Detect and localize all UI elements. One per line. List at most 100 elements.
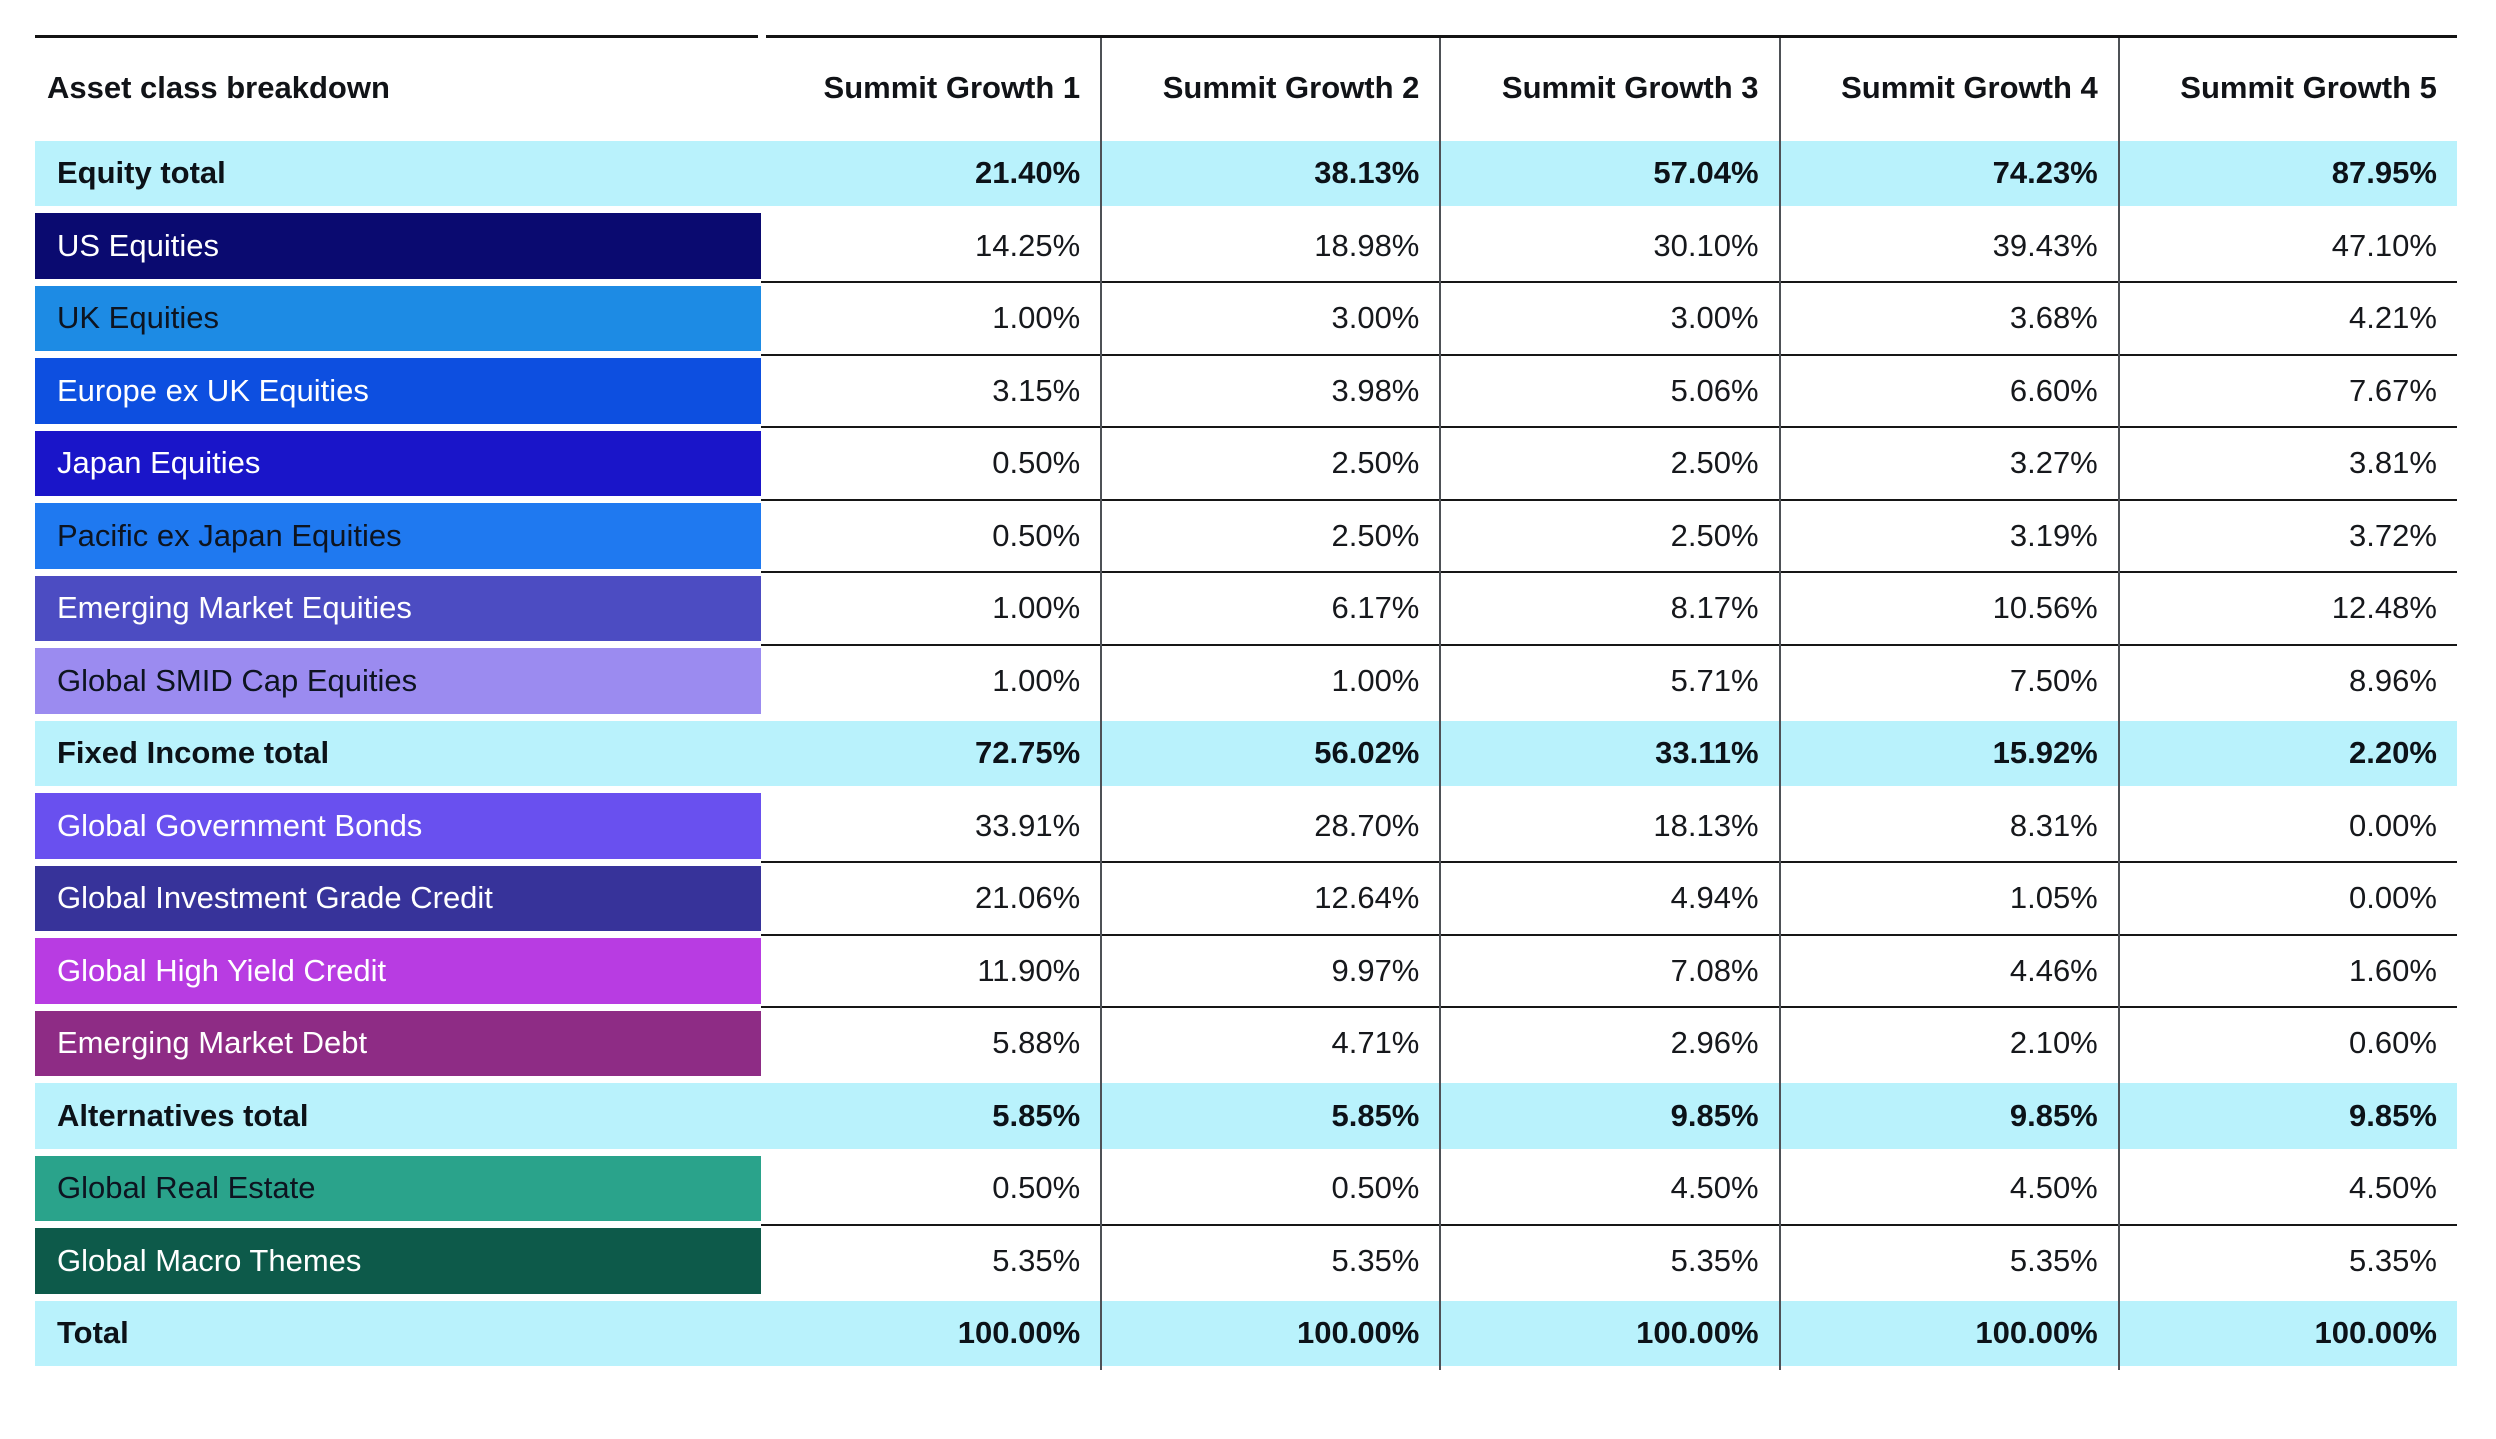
table-row: Global Real Estate 0.50% 0.50% 4.50% 4.50% 4.…: [35, 1152, 2457, 1225]
row-label-cell: Fixed Income total: [35, 717, 761, 790]
value-cell: 28.70%: [1100, 790, 1439, 863]
row-label-cell: Global Real Estate: [35, 1152, 761, 1225]
value-cell: 12.48%: [2118, 572, 2457, 645]
value-cell: 1.05%: [1779, 862, 2118, 935]
value: 2.50%: [1331, 517, 1420, 553]
table-row: Europe ex UK Equities 3.15% 3.98% 5.06% 6.60…: [35, 355, 2457, 428]
row-label: US Equities: [35, 213, 761, 279]
value-cell: 15.92%: [1778, 717, 2118, 790]
value-cell: 74.23%: [1778, 137, 2118, 210]
value-cell: 5.35%: [1439, 1225, 1778, 1298]
row-label: Europe ex UK Equities: [35, 358, 761, 424]
value: 18.98%: [1314, 227, 1420, 263]
value-cell: 5.85%: [1100, 1080, 1440, 1153]
row-label: Total: [35, 1300, 761, 1366]
value: 1.00%: [992, 300, 1081, 336]
value-cell: 2.96%: [1439, 1007, 1778, 1080]
value: 0.00%: [2349, 880, 2437, 916]
value: 2.50%: [1670, 445, 1759, 481]
table-row: Total 100.00% 100.00% 100.00% 100.00% 100.00%: [35, 1297, 2457, 1370]
value: 0.60%: [2349, 1025, 2437, 1061]
value-cell: 39.43%: [1779, 210, 2118, 283]
table-row: Global SMID Cap Equities 1.00% 1.00% 5.71% 7…: [35, 645, 2457, 718]
value: 0.50%: [1331, 1170, 1420, 1206]
row-label-cell: Global Macro Themes: [35, 1225, 761, 1298]
header-row: Asset class breakdown Summit Growth 1 Sum…: [35, 35, 2457, 137]
value-cell: 47.10%: [2118, 210, 2457, 283]
table-row: Global Government Bonds 33.91% 28.70% 18.13…: [35, 790, 2457, 863]
value: 14.25%: [975, 227, 1081, 263]
value: 72.75%: [761, 720, 1101, 786]
value-cell: 2.10%: [1779, 1007, 2118, 1080]
row-label-cell: UK Equities: [35, 282, 761, 355]
value: 30.10%: [1653, 227, 1759, 263]
row-label: Pacific ex Japan Equities: [35, 503, 761, 569]
value-cell: 1.00%: [761, 645, 1100, 718]
value-cell: 5.35%: [1100, 1225, 1439, 1298]
value: 1.00%: [992, 590, 1081, 626]
value: 12.64%: [1314, 880, 1420, 916]
value-cell: 21.40%: [761, 137, 1101, 210]
value: 21.06%: [975, 880, 1081, 916]
value: 87.95%: [2117, 140, 2457, 206]
row-label-cell: Alternatives total: [35, 1080, 761, 1153]
value: 12.48%: [2331, 590, 2437, 626]
row-label-cell: Emerging Market Debt: [35, 1007, 761, 1080]
value: 5.35%: [2349, 1242, 2437, 1278]
table-row: Pacific ex Japan Equities 0.50% 2.50% 2.50%…: [35, 500, 2457, 573]
row-label: Alternatives total: [35, 1083, 761, 1149]
value-cell: 5.35%: [761, 1225, 1100, 1298]
value-cell: 3.15%: [761, 355, 1100, 428]
value: 5.35%: [1331, 1242, 1420, 1278]
value-cell: 0.00%: [2118, 790, 2457, 863]
table-row: Global Investment Grade Credit 21.06% 12.6…: [35, 862, 2457, 935]
table-row: Global High Yield Credit 11.90% 9.97% 7.08%…: [35, 935, 2457, 1008]
value-cell: 12.64%: [1100, 862, 1439, 935]
row-label-cell: Equity total: [35, 137, 761, 210]
value: 47.10%: [2331, 227, 2437, 263]
row-label: Global Investment Grade Credit: [35, 865, 761, 931]
value-cell: 6.17%: [1100, 572, 1439, 645]
value: 21.40%: [761, 140, 1101, 206]
value: 100.00%: [2117, 1300, 2457, 1366]
value: 4.94%: [1670, 880, 1759, 916]
value: 9.85%: [1439, 1083, 1779, 1149]
value: 28.70%: [1314, 807, 1420, 843]
row-label: Global Government Bonds: [35, 793, 761, 859]
value: 39.43%: [1992, 227, 2098, 263]
row-label-cell: Emerging Market Equities: [35, 572, 761, 645]
value-cell: 4.50%: [1439, 1152, 1778, 1225]
value-cell: 9.97%: [1100, 935, 1439, 1008]
value-cell: 100.00%: [1778, 1297, 2118, 1370]
value-cell: 0.50%: [761, 500, 1100, 573]
value: 0.50%: [992, 445, 1081, 481]
value: 2.50%: [1670, 517, 1759, 553]
value: 0.50%: [992, 517, 1081, 553]
row-label-cell: Global SMID Cap Equities: [35, 645, 761, 718]
value: 4.50%: [1670, 1170, 1759, 1206]
value: 3.81%: [2349, 445, 2437, 481]
row-label: Global High Yield Credit: [35, 938, 761, 1004]
value-cell: 0.50%: [761, 427, 1100, 500]
value-cell: 3.19%: [1779, 500, 2118, 573]
value: 15.92%: [1778, 720, 2118, 786]
value: 7.67%: [2349, 372, 2437, 408]
value-cell: 5.88%: [761, 1007, 1100, 1080]
value-cell: 5.35%: [2118, 1225, 2457, 1298]
value-cell: 38.13%: [1100, 137, 1440, 210]
value-cell: 33.11%: [1439, 717, 1779, 790]
value: 3.98%: [1331, 372, 1420, 408]
value: 5.06%: [1670, 372, 1759, 408]
row-label-cell: Global Government Bonds: [35, 790, 761, 863]
value: 5.35%: [992, 1242, 1081, 1278]
value-cell: 0.50%: [761, 1152, 1100, 1225]
value: 3.00%: [1331, 300, 1420, 336]
row-label-cell: Japan Equities: [35, 427, 761, 500]
value: 2.50%: [1331, 445, 1420, 481]
value: 0.00%: [2349, 807, 2437, 843]
value-cell: 100.00%: [761, 1297, 1101, 1370]
column-divider: [1100, 38, 1103, 1370]
value-cell: 0.50%: [1100, 1152, 1439, 1225]
value: 8.17%: [1670, 590, 1759, 626]
table-row: Global Macro Themes 5.35% 5.35% 5.35% 5.35% 5…: [35, 1225, 2457, 1298]
